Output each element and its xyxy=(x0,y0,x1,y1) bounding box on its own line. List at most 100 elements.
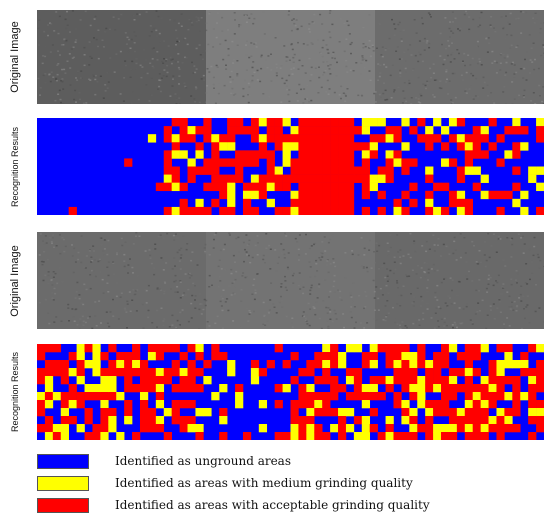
grid-cell xyxy=(314,432,323,440)
grid-cell xyxy=(44,432,54,440)
grid-cell xyxy=(536,182,544,192)
grid-cell xyxy=(227,206,236,215)
grid-cell xyxy=(132,360,141,369)
grid-cell xyxy=(242,198,252,208)
grid-cell xyxy=(361,190,371,200)
grid-cell xyxy=(345,118,355,127)
grid-cell xyxy=(306,206,315,215)
grid-cell xyxy=(266,360,275,369)
grid-cell xyxy=(528,408,537,417)
grid-cell xyxy=(464,344,473,353)
grid-cell xyxy=(314,190,323,200)
grid-cell xyxy=(409,368,418,377)
grid-cell xyxy=(480,384,489,393)
grid-cell xyxy=(338,416,347,425)
grid-cell xyxy=(235,392,244,401)
grid-cell xyxy=(496,392,505,401)
grid-cell xyxy=(195,166,204,175)
grid-cell xyxy=(401,352,410,361)
grid-cell xyxy=(417,134,426,143)
grid-cell xyxy=(330,182,339,192)
grid-cell xyxy=(425,368,434,377)
grid-cell xyxy=(536,424,544,433)
grid-cell xyxy=(92,352,101,361)
grid-cell xyxy=(155,344,165,353)
grid-cell xyxy=(187,344,196,353)
grid-cell xyxy=(472,134,481,143)
grid-cell xyxy=(393,206,402,215)
grid-cell xyxy=(520,126,529,135)
grid-cell xyxy=(330,118,339,127)
grid-cell xyxy=(409,432,418,440)
grid-cell xyxy=(409,158,418,167)
grid-cell xyxy=(401,384,410,393)
grid-cell xyxy=(44,384,54,393)
grid-cell xyxy=(472,392,481,401)
grid-cell xyxy=(298,384,307,393)
grid-cell xyxy=(68,206,77,215)
grid-cell xyxy=(155,352,165,361)
grid-cell xyxy=(512,182,521,192)
grid-cell xyxy=(472,400,481,409)
grid-cell xyxy=(425,206,434,215)
grid-cell xyxy=(187,376,196,385)
grid-cell xyxy=(401,376,410,385)
grid-cell xyxy=(242,158,252,167)
grid-cell xyxy=(338,118,347,127)
grid-cell xyxy=(147,384,157,393)
grid-cell xyxy=(92,384,101,393)
grid-cell xyxy=(361,174,371,183)
grid-cell xyxy=(314,126,323,135)
grid-cell xyxy=(385,360,394,369)
grid-cell xyxy=(147,424,157,433)
grid-cell xyxy=(195,150,204,159)
grid-cell xyxy=(353,344,363,353)
grid-cell xyxy=(266,182,275,192)
grid-cell xyxy=(401,408,410,417)
grid-cell xyxy=(171,416,180,425)
grid-cell xyxy=(338,158,347,167)
grid-cell xyxy=(250,126,260,135)
grid-cell xyxy=(314,118,323,127)
grid-cell xyxy=(298,158,307,167)
grid-cell xyxy=(377,432,386,440)
grid-cell xyxy=(464,206,473,215)
grid-cell xyxy=(322,142,331,151)
grid-cell xyxy=(441,408,450,417)
grid-cell xyxy=(512,392,521,401)
grid-cell xyxy=(353,166,363,175)
grid-cell xyxy=(108,360,117,369)
grid-cell xyxy=(504,424,513,433)
grid-cell xyxy=(353,126,363,135)
grid-cell xyxy=(314,142,323,151)
grid-cell xyxy=(163,134,172,143)
grid-cell xyxy=(132,368,141,377)
grid-cell xyxy=(195,384,204,393)
grid-cell xyxy=(361,392,371,401)
grid-cell xyxy=(76,360,85,369)
grid-cell xyxy=(219,190,228,200)
grid-cell xyxy=(290,142,299,151)
grid-cell xyxy=(377,344,386,353)
grid-cell xyxy=(369,424,378,433)
grid-cell xyxy=(393,352,402,361)
grid-cell xyxy=(187,134,196,143)
grid-cell xyxy=(409,416,418,425)
grid-cell xyxy=(377,190,386,200)
grid-cell xyxy=(266,134,275,143)
grid-cell xyxy=(425,198,434,208)
grid-cell xyxy=(401,142,410,151)
grid-cell xyxy=(179,134,188,143)
grid-cell xyxy=(417,360,426,369)
grid-cell xyxy=(393,126,402,135)
grid-cell xyxy=(147,368,157,377)
image-segment xyxy=(37,232,207,329)
grid-cell xyxy=(322,360,331,369)
grid-cell xyxy=(322,400,331,409)
grid-cell xyxy=(314,150,323,159)
grid-cell xyxy=(250,206,260,215)
grid-cell xyxy=(60,368,69,377)
grid-cell xyxy=(211,392,220,401)
row-label-original-2: Original Image xyxy=(9,244,22,317)
grid-cell xyxy=(290,376,299,385)
